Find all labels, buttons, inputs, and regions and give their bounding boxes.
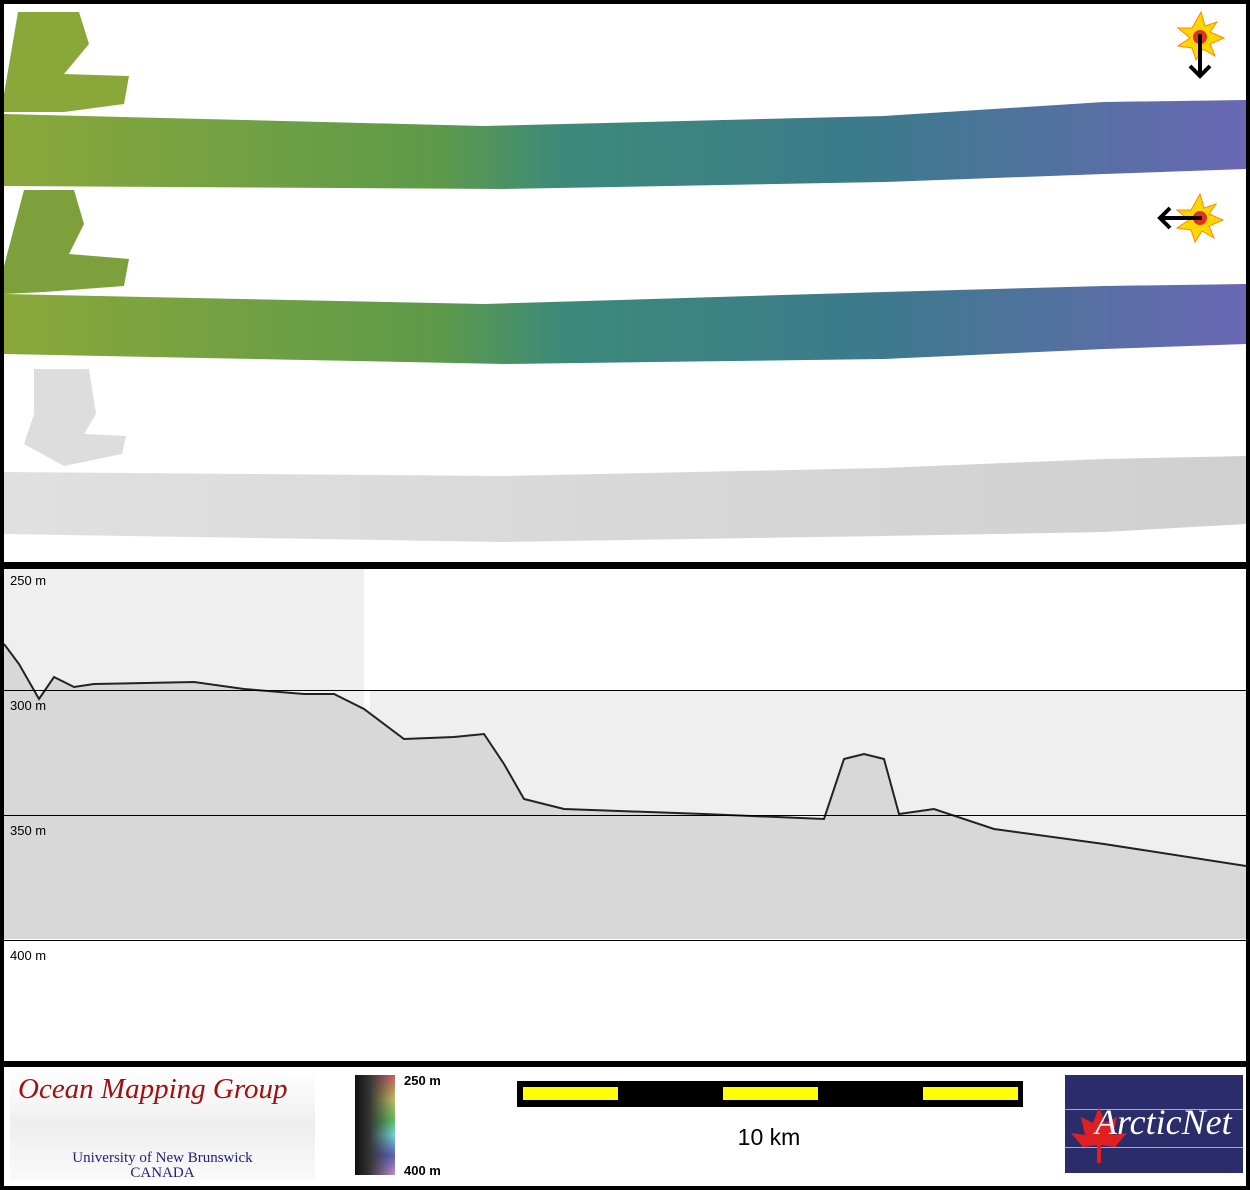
swath-maps bbox=[4, 10, 1246, 542]
subbottom-profile bbox=[4, 569, 1246, 939]
seafloor-reflector bbox=[4, 643, 1246, 867]
maple-leaf-icon bbox=[1071, 1107, 1127, 1163]
depth-label: 250 m bbox=[10, 573, 47, 588]
depth-label: 300 m bbox=[10, 698, 47, 713]
swath-sun-north bbox=[4, 12, 1246, 189]
seafloor-fill bbox=[4, 644, 1246, 939]
swath-sun-east bbox=[4, 190, 1246, 364]
depth-label: 350 m bbox=[10, 823, 47, 838]
arcticnet-text: ArcticNet bbox=[1095, 1102, 1232, 1142]
depth-gridline bbox=[4, 690, 1246, 691]
scale-bar bbox=[517, 1081, 1023, 1107]
depth-gridline bbox=[4, 815, 1246, 816]
swath-backscatter bbox=[4, 369, 1246, 542]
logo-title: Ocean Mapping Group bbox=[18, 1073, 288, 1105]
sun-arrow-down-icon bbox=[1176, 10, 1226, 79]
depth-colorbar bbox=[355, 1075, 395, 1175]
depth-label: 400 m bbox=[10, 948, 47, 963]
logo-country: CANADA bbox=[130, 1165, 195, 1181]
colorbar-bottom-label: 400 m bbox=[404, 1163, 441, 1178]
legend-panel: Ocean Mapping Group University of New Br… bbox=[4, 1067, 1246, 1186]
colorbar-top-label: 250 m bbox=[404, 1073, 441, 1088]
swath-maps-panel bbox=[4, 4, 1246, 562]
sun-arrow-left-icon bbox=[1157, 192, 1225, 244]
subbottom-profile-panel: 250 m 300 m 350 m 400 m bbox=[4, 569, 1246, 1061]
logo-university: University of New Brunswick bbox=[72, 1150, 253, 1166]
ocean-mapping-group-logo: Ocean Mapping Group University of New Br… bbox=[10, 1071, 315, 1181]
depth-gridline bbox=[4, 940, 1246, 941]
arcticnet-logo: ArcticNet bbox=[1065, 1075, 1243, 1173]
scale-label: 10 km bbox=[737, 1124, 801, 1150]
